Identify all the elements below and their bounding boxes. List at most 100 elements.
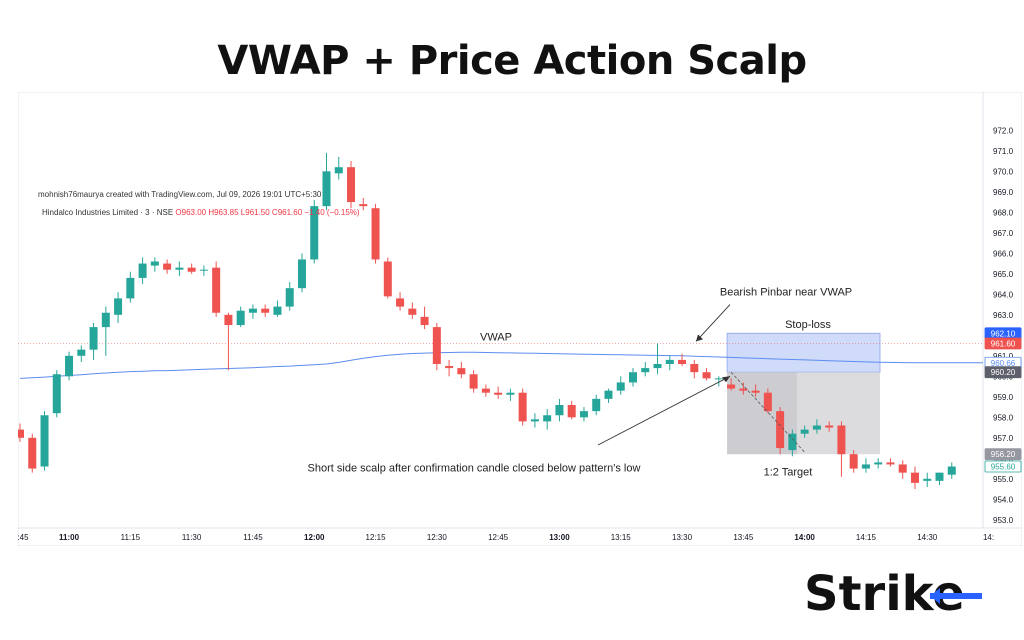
candle-body — [579, 411, 588, 418]
symbol-line: Hindalco Industries Limited · 3 · NSE O9… — [42, 208, 360, 217]
price-label-text: 960.66 — [991, 359, 1016, 368]
candle-body — [310, 206, 319, 260]
time-tick-label: 12:15 — [366, 533, 387, 542]
candle-body — [776, 411, 785, 449]
page-title: VWAP + Price Action Scalp — [217, 38, 807, 84]
candle-body — [714, 378, 723, 380]
candle-body — [751, 390, 760, 393]
price-label-text: 962.10 — [991, 329, 1016, 338]
candle-body — [408, 308, 417, 315]
vwap-line — [19, 351, 983, 379]
candle-body — [163, 263, 172, 270]
candle-body — [861, 464, 870, 469]
price-tick-label: 967.0 — [993, 229, 1014, 238]
candle-body — [812, 425, 821, 430]
pinbar-arrow — [695, 304, 731, 342]
pinbar-arrowhead — [696, 334, 703, 342]
time-tick-label: 14:30 — [917, 533, 938, 542]
candle-body — [248, 308, 257, 313]
candle-body — [530, 419, 539, 422]
candle-body — [910, 472, 919, 483]
candle-body — [359, 204, 368, 207]
candle-body — [543, 415, 552, 422]
candle-body — [469, 374, 478, 389]
time-tick-label: 14:00 — [794, 533, 815, 542]
candle-body — [604, 390, 613, 399]
pinbar-label: Bearish Pinbar near VWAP — [720, 286, 852, 298]
price-tick-label: 959.0 — [993, 393, 1014, 402]
price-label-box — [984, 448, 1022, 461]
candle-body — [616, 382, 625, 391]
target-label: 1:2 Target — [764, 467, 813, 479]
candle-body — [481, 388, 490, 393]
candle-body — [567, 405, 576, 418]
price-label-text: 955.60 — [991, 463, 1016, 472]
candle-body — [506, 392, 515, 395]
candle-body — [420, 316, 429, 326]
logo-arrow-head — [930, 588, 940, 604]
candle-body — [89, 327, 98, 350]
candle-body — [518, 392, 527, 422]
chart-border — [18, 92, 1022, 546]
candle-body — [322, 171, 331, 207]
scalp-arrowhead — [722, 376, 730, 383]
candle-body — [224, 314, 233, 326]
price-label-text: 960.20 — [991, 368, 1016, 377]
price-tick-label: 965.0 — [993, 270, 1014, 279]
price-tick-label: 972.0 — [993, 126, 1014, 135]
candle-body — [947, 466, 956, 475]
time-tick-label: 11:15 — [121, 533, 141, 542]
time-tick-label: 11:00 — [59, 533, 80, 542]
candle-body — [187, 267, 196, 272]
candle-body — [383, 261, 392, 297]
candle-body — [935, 472, 944, 481]
target-zone-inner — [727, 372, 798, 455]
candle-body — [457, 368, 466, 375]
price-tick-label: 954.0 — [993, 495, 1014, 504]
time-tick-label: 12:00 — [304, 533, 325, 542]
time-tick-label: 13:00 — [549, 533, 570, 542]
candle-body — [763, 392, 772, 412]
price-tick-label: 955.0 — [993, 475, 1014, 484]
time-tick-label: :45 — [18, 533, 29, 542]
candle-body — [445, 366, 454, 369]
candle-body — [727, 384, 736, 389]
candle-body — [28, 437, 37, 469]
price-label-box — [984, 460, 1022, 473]
candle-body — [898, 464, 907, 473]
price-tick-label: 953.0 — [993, 516, 1014, 525]
price-tick-label: 968.0 — [993, 208, 1014, 217]
scalp-arrow — [597, 375, 731, 446]
time-tick-label: 11:30 — [182, 533, 202, 542]
candle-body — [52, 374, 61, 414]
candle-body — [788, 433, 797, 451]
candle-body — [40, 415, 49, 467]
trade-path-line — [730, 371, 805, 453]
candle-body — [690, 364, 699, 373]
candle-body — [874, 462, 883, 465]
time-tick-label: 13:15 — [611, 533, 632, 542]
candle-body — [285, 288, 294, 307]
candle-body — [261, 308, 270, 313]
candlestick-chart[interactable]: VWAP Bearish Pinbar near VWAP Stop-loss 1:2… — [18, 92, 1022, 546]
candle-body — [800, 429, 809, 434]
candle-body — [150, 261, 159, 266]
candle-body — [18, 429, 24, 438]
candle-body — [175, 267, 184, 270]
time-tick-label: 13:45 — [733, 533, 754, 542]
candle-body — [592, 398, 601, 412]
chart-frame: VWAP Bearish Pinbar near VWAP Stop-loss 1:2… — [18, 92, 1022, 546]
vwap-label: VWAP — [480, 331, 512, 343]
candle-body — [212, 267, 221, 313]
ohlc-values: O963.00 H963.85 L961.50 C961.60 −1.40 (−… — [175, 208, 360, 217]
price-label-text: 956.20 — [991, 450, 1016, 459]
candle-body — [114, 298, 123, 315]
time-tick-label: 11:45 — [243, 533, 263, 542]
candle-body — [494, 392, 503, 395]
price-tick-label: 970.0 — [993, 167, 1014, 176]
candle-body — [837, 425, 846, 455]
candle-body — [641, 368, 650, 373]
scalp-label: Short side scalp after confirmation cand… — [308, 463, 641, 475]
price-tick-label: 966.0 — [993, 249, 1014, 258]
price-tick-label: 969.0 — [993, 188, 1014, 197]
